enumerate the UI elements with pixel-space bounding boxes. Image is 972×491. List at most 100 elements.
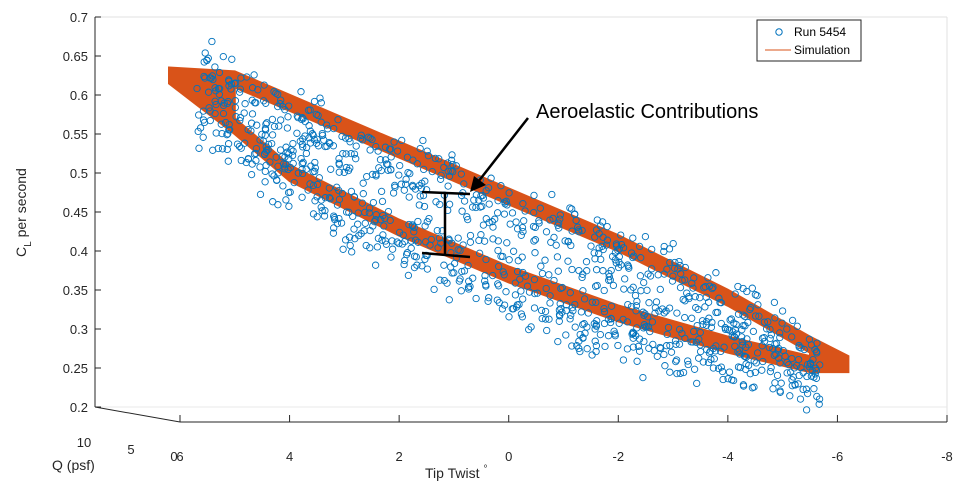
run-point [639,373,647,382]
run-point [203,56,211,64]
run-point [615,245,623,253]
run-point [567,311,575,319]
run-point [709,344,718,353]
run-point [751,291,760,299]
run-point [387,253,395,261]
run-point [377,187,386,196]
run-point [393,238,401,246]
run-point [693,379,701,388]
run-point [274,90,282,98]
run-point [561,237,569,245]
run-point [347,149,355,158]
run-point [645,299,653,307]
run-point [284,113,292,121]
run-point [270,122,279,131]
run-point [256,190,265,199]
run-point [728,332,736,340]
run-point [776,333,784,342]
run-point [657,344,665,353]
run-point [493,209,502,217]
run-point [426,241,434,249]
run-point [377,216,385,224]
run-point [500,210,509,218]
run-point [427,235,436,244]
run-point [395,171,403,179]
run-point [378,236,386,244]
run-point [738,333,746,341]
run-point [571,323,579,331]
run-point [673,309,681,317]
run-point [449,160,457,169]
run-point [341,236,350,244]
run-point [771,314,779,322]
y-tick-label: 0.3 [70,322,88,337]
run-point [727,315,736,323]
run-point [358,199,367,207]
run-point [777,379,785,387]
run-point [285,155,293,163]
run-point [531,289,539,298]
run-point [346,241,354,250]
run-point [491,215,499,223]
run-point [735,346,744,354]
q-tick-group: 10 5 0 [77,435,178,464]
run-point [294,113,302,122]
run-point [494,280,502,288]
run-point [277,116,285,124]
run-point [431,154,440,163]
run-point [515,300,523,309]
run-point [247,127,255,135]
run-point [764,318,772,326]
run-point [520,217,528,225]
run-point [211,63,219,71]
run-point [494,237,502,245]
run-point [564,257,572,265]
run-point [339,149,347,158]
run-point [628,330,636,338]
run-point [656,285,664,294]
run-point [751,312,760,320]
run-point [650,346,658,355]
run-point [811,370,819,378]
run-point [776,387,784,395]
run-point [591,233,599,241]
run-point [500,301,509,309]
run-point [366,244,374,252]
run-point [421,222,429,230]
run-point [590,249,598,257]
run-point [411,236,420,244]
run-point [414,238,422,246]
run-point [623,318,632,326]
run-point [454,234,462,242]
run-point [409,156,417,164]
run-point [671,258,679,267]
run-point [811,346,819,354]
run-point [279,103,287,111]
run-point [407,244,415,252]
run-point [788,376,796,384]
run-point [641,232,650,241]
run-point [204,54,212,62]
run-point [227,85,235,93]
run-point [592,226,601,234]
run-point [368,135,376,144]
run-point [644,270,652,278]
run-point [517,231,525,239]
run-point [419,136,427,145]
run-point [285,202,293,210]
run-point [318,207,326,215]
run-point [365,209,373,217]
run-point [600,308,609,316]
run-point [330,224,338,232]
run-point [679,295,687,304]
run-point [302,143,311,152]
run-point [485,200,493,208]
run-point [816,361,824,369]
run-point [476,203,484,211]
run-point [215,68,224,77]
run-point [588,351,596,359]
run-point [573,342,581,350]
run-point [790,364,798,372]
run-point [385,145,394,153]
run-point [247,170,256,179]
